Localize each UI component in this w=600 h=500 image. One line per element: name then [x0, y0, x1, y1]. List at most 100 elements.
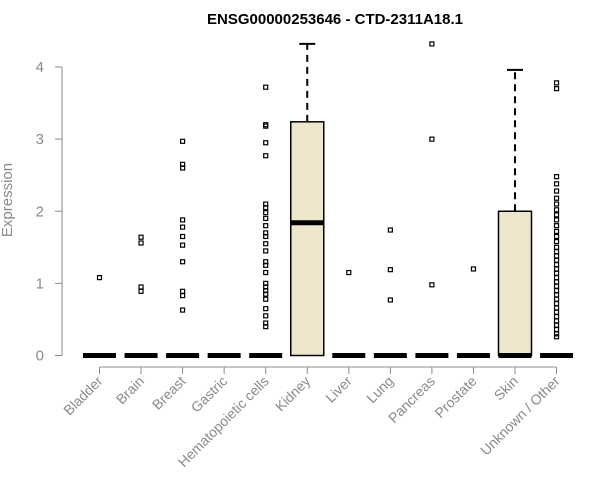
outlier-point [553, 174, 560, 180]
y-tick-label: 2 [36, 203, 44, 220]
outlier-point [553, 279, 560, 285]
box-group [497, 68, 533, 358]
outlier-point [553, 326, 560, 333]
x-tick-label: Liver [322, 373, 355, 406]
outlier-point [553, 262, 560, 268]
x-tick-label: Skin [491, 373, 522, 404]
outlier-point [553, 244, 560, 250]
x-tick-label: Brain [113, 373, 147, 407]
box-group [456, 266, 490, 358]
outlier-point [180, 288, 186, 294]
outlier-point [96, 275, 103, 281]
box-iqr [497, 210, 533, 357]
outlier-point [263, 140, 269, 146]
outlier-point [553, 238, 560, 245]
outlier-point [180, 307, 186, 313]
outlier-point [180, 224, 186, 230]
box-group [415, 41, 449, 358]
outlier-point [553, 266, 560, 272]
boxes-layer [83, 41, 574, 358]
x-tick-label: Kidney [272, 373, 314, 415]
outlier-point [553, 207, 560, 213]
outlier-point [553, 270, 560, 276]
x-tick-label: Bladder [60, 373, 106, 419]
outlier-point [263, 269, 269, 276]
outlier-point [553, 305, 560, 311]
outlier-point [429, 282, 435, 288]
outlier-point [553, 223, 560, 229]
outlier-point [263, 223, 269, 229]
outlier-point [138, 234, 144, 240]
outlier-point [138, 240, 144, 246]
y-tick-label: 1 [36, 275, 44, 292]
outlier-point [263, 205, 269, 211]
chart-title: ENSG00000253646 - CTD-2311A18.1 [207, 11, 463, 28]
outlier-point [180, 259, 186, 265]
outlier-point [263, 306, 269, 312]
outlier-point [553, 287, 560, 294]
box-group [540, 80, 574, 358]
outlier-point [553, 228, 560, 235]
outlier-point [263, 123, 269, 129]
outlier-point [553, 296, 560, 302]
x-tick-label: Lung [363, 373, 396, 406]
outlier-point [138, 288, 144, 294]
outlier-point [180, 293, 186, 299]
outlier-point [180, 233, 186, 240]
outlier-point [553, 233, 560, 240]
box-group [83, 275, 116, 358]
outlier-point [263, 84, 269, 90]
outlier-point [553, 313, 560, 320]
outlier-point [553, 201, 560, 207]
outlier-point [553, 309, 560, 315]
outlier-point [553, 283, 560, 289]
box-group [332, 269, 366, 358]
outlier-point [263, 248, 269, 254]
outlier-point [553, 300, 560, 307]
outlier-point [180, 165, 186, 171]
box-group [290, 42, 325, 357]
box-iqr [290, 121, 325, 357]
outlier-point [553, 275, 560, 281]
outlier-point [180, 242, 186, 248]
outlier-point [553, 292, 560, 298]
outlier-point [553, 253, 560, 259]
outlier-point [429, 136, 435, 142]
outlier-point [263, 153, 269, 159]
outlier-point [387, 227, 393, 233]
outlier-point [387, 297, 393, 303]
y-axis: 0 1 2 3 4 [36, 59, 63, 365]
outlier-point [553, 257, 560, 263]
outlier-point [553, 318, 560, 324]
outlier-point [263, 313, 269, 319]
outlier-point [553, 322, 560, 328]
outlier-point [553, 212, 560, 218]
outlier-point [180, 138, 186, 144]
outlier-point [553, 86, 560, 92]
outlier-point [263, 215, 269, 222]
outlier-point [346, 269, 352, 276]
outlier-point [470, 266, 477, 272]
box-group [373, 227, 407, 358]
outlier-point [553, 188, 560, 194]
outlier-point [180, 217, 186, 223]
outlier-point [387, 267, 393, 273]
outlier-point [553, 80, 560, 86]
outlier-point [553, 331, 560, 337]
outlier-point [263, 324, 269, 330]
x-tick-label: Breast [149, 373, 189, 413]
outlier-point [553, 249, 560, 255]
outlier-point [138, 284, 144, 290]
y-tick-label: 0 [36, 348, 44, 365]
outlier-point [429, 41, 435, 47]
outlier-point [553, 334, 560, 340]
outlier-point [553, 181, 560, 187]
outlier-point [263, 291, 269, 297]
y-axis-label: Expression [0, 163, 16, 237]
x-tick-label: Unknown / Other [477, 373, 563, 459]
x-tick-label: Prostate [431, 373, 479, 421]
box-group [124, 234, 158, 358]
